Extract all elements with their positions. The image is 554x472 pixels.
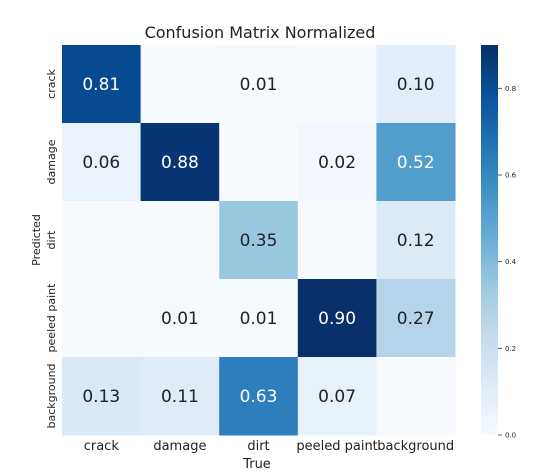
colorbar — [481, 45, 498, 435]
heatmap-cell — [140, 201, 220, 280]
heatmap-cell — [297, 201, 377, 280]
x-tick-label: damage — [153, 439, 206, 454]
cell-value-label: 0.01 — [161, 309, 199, 329]
heatmap-cell — [62, 123, 142, 202]
cell-value-label: 0.27 — [397, 309, 435, 329]
cell-value-label: 0.01 — [240, 309, 278, 329]
colorbar-tick-label: 0.4 — [505, 258, 517, 266]
heatmap-cell — [376, 123, 456, 202]
x-tick-label: dirt — [247, 439, 269, 454]
heatmap-cell — [297, 357, 377, 436]
heatmap-cell — [219, 201, 299, 280]
heatmap-cell — [62, 201, 142, 280]
y-tick-label: background — [45, 363, 58, 428]
cell-value-label: 0.63 — [240, 387, 278, 407]
cell-value-label: 0.35 — [240, 231, 278, 251]
cell-value-label: 0.02 — [318, 153, 356, 173]
cell-value-label: 0.90 — [318, 309, 356, 329]
colorbar-tick-label: 0.6 — [505, 172, 517, 180]
heatmap-cell — [297, 45, 377, 124]
colorbar-tick-label: 0.8 — [505, 85, 516, 93]
cell-value-label: 0.81 — [82, 75, 120, 95]
heatmap-cell — [376, 279, 456, 358]
cell-value-label: 0.11 — [161, 387, 199, 407]
heatmap-cell — [297, 123, 377, 202]
cell-value-label: 0.52 — [397, 153, 435, 173]
heatmap-cell — [62, 279, 142, 358]
heatmap-cell — [219, 123, 299, 202]
heatmap-cell — [219, 279, 299, 358]
cell-value-label: 0.12 — [397, 231, 435, 251]
y-tick-label: peeled paint — [45, 283, 58, 353]
x-tick-labels: crack damage dirt peeled paint background — [84, 439, 454, 454]
colorbar-tick-label: 0.2 — [505, 345, 516, 353]
cell-value-label: 0.10 — [397, 75, 435, 95]
heatmap-cell — [376, 357, 456, 436]
cell-value-label: 0.01 — [240, 75, 278, 95]
y-tick-labels: crack damage dirt peeled paint background — [45, 69, 58, 429]
heatmap-cell — [140, 123, 220, 202]
heatmap-cell — [140, 279, 220, 358]
colorbar-ticks: 0.0 0.2 0.4 0.6 0.8 — [498, 85, 517, 440]
chart-title: Confusion Matrix Normalized — [145, 23, 376, 42]
x-tick-label: background — [377, 439, 454, 454]
heatmap-cell — [376, 45, 456, 124]
heatmap-cell — [219, 45, 299, 124]
cell-value-label: 0.88 — [161, 153, 199, 173]
heatmap-cells: 0.81 0.01 0.10 0.06 0.88 0.02 0.52 0.35 0.12 0.01… — [62, 45, 456, 436]
x-tick-label: crack — [84, 439, 120, 454]
y-tick-label: crack — [45, 69, 58, 99]
colorbar-tick-label: 0.0 — [505, 432, 516, 440]
heatmap-cell — [219, 357, 299, 436]
heatmap-cell — [140, 357, 220, 436]
cell-value-label: 0.06 — [82, 153, 120, 173]
y-axis-label: Predicted — [30, 214, 43, 266]
x-tick-label: peeled paint — [296, 439, 377, 454]
cell-value-label: 0.13 — [82, 387, 120, 407]
heatmap-cell — [297, 279, 377, 358]
y-tick-label: damage — [45, 139, 58, 184]
y-tick-label: dirt — [45, 230, 58, 250]
heatmap-cell — [62, 45, 142, 124]
heatmap-cell — [376, 201, 456, 280]
heatmap-cell — [140, 45, 220, 124]
heatmap-cell — [62, 357, 142, 436]
cell-value-label: 0.07 — [318, 387, 356, 407]
x-axis-label: True — [242, 457, 271, 472]
